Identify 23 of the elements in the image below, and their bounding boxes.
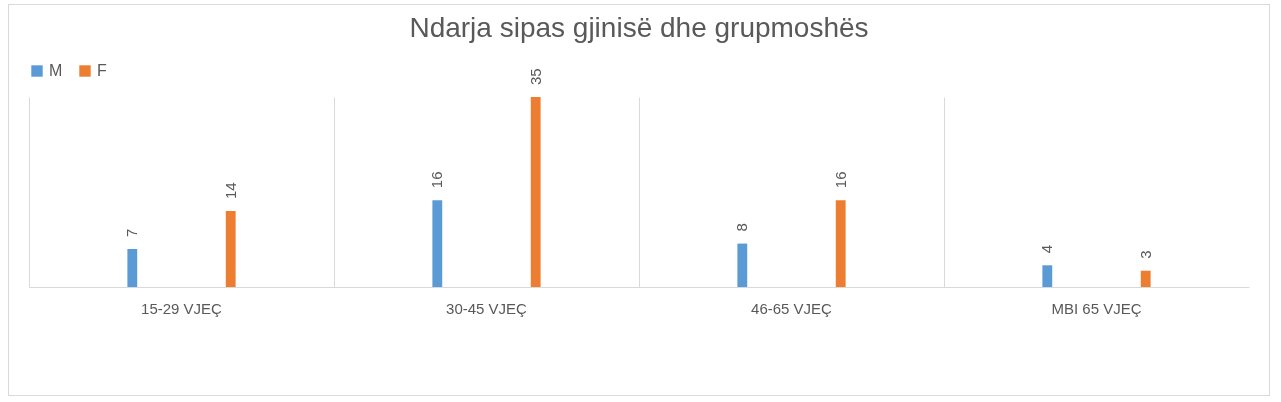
data-label: 14	[221, 182, 239, 199]
x-tick-label: 46-65 VJEÇ	[751, 299, 833, 317]
x-tick-label: 30-45 VJEÇ	[446, 299, 528, 317]
x-tick-label: MBI 65 VJEÇ	[1051, 299, 1142, 317]
bar	[1042, 265, 1053, 287]
bar	[432, 200, 443, 287]
legend-label: M	[49, 62, 63, 79]
data-label: 3	[1136, 250, 1154, 259]
x-tick-label: 15-29 VJEÇ	[141, 299, 223, 317]
data-label: 16	[831, 171, 849, 189]
data-label: 8	[733, 223, 751, 232]
bar	[835, 200, 846, 287]
bar	[1140, 270, 1151, 287]
data-label: 35	[526, 68, 544, 85]
data-label: 4	[1038, 244, 1056, 254]
data-label: 7	[123, 228, 141, 237]
bar	[225, 211, 236, 287]
chart-title: Ndarja sipas gjinisë dhe grupmoshës	[409, 12, 869, 43]
bar	[737, 243, 748, 287]
data-label: 16	[428, 171, 446, 189]
bar	[530, 97, 541, 287]
legend-label: F	[97, 62, 107, 79]
bar	[127, 249, 138, 287]
